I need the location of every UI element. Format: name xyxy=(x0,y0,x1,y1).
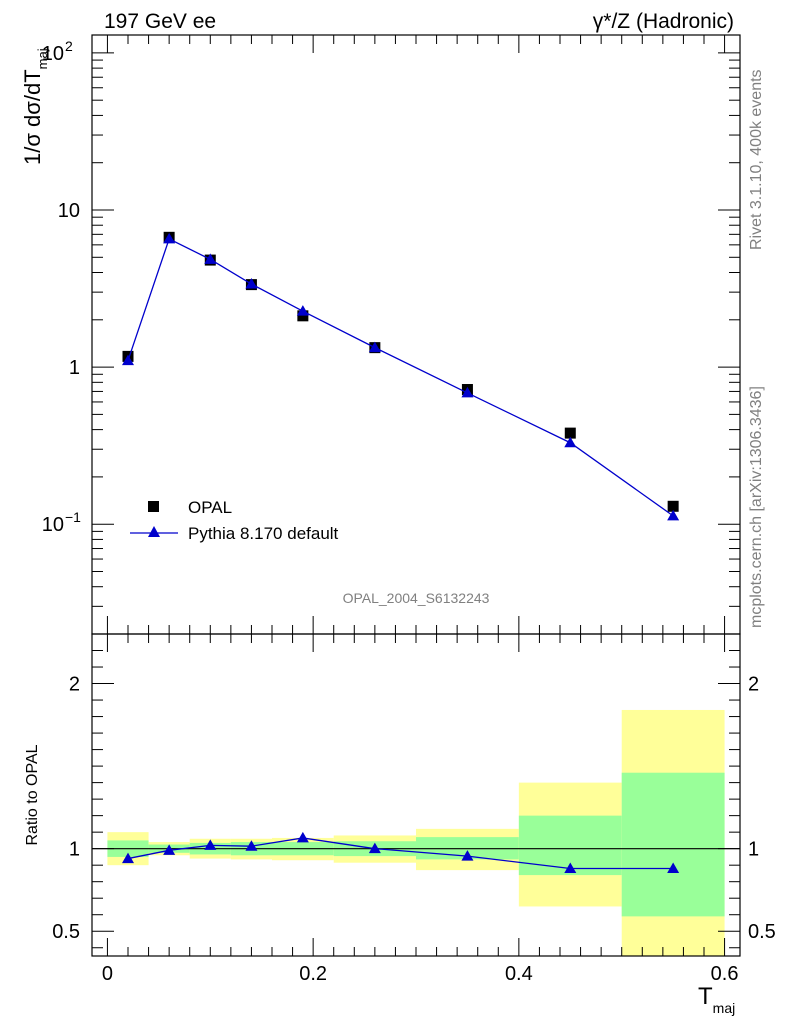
opal-data-point xyxy=(564,427,576,439)
ratio-y-tick-label: 0.5 xyxy=(52,921,80,943)
series-layer xyxy=(122,231,680,873)
x-axis-label-sub: maj xyxy=(713,1000,736,1016)
ratio-y-tick-label-right: 1 xyxy=(748,839,759,861)
bands-layer xyxy=(107,709,725,956)
ratio-pythia-point xyxy=(296,831,309,843)
rivet-version-label: Rivet 3.1.10, 400k events xyxy=(748,69,765,250)
ratio-y-tick-label-right: 0.5 xyxy=(748,921,776,943)
pythia-data-point xyxy=(245,278,258,289)
ratio-pythia-point xyxy=(163,844,176,855)
main-y-tick-exponent: −1 xyxy=(65,509,81,525)
main-y-tick-exponent: 2 xyxy=(65,38,73,54)
x-axis-label: Tmaj xyxy=(698,983,735,1016)
pythia-data-point xyxy=(667,509,680,521)
pythia-data-point xyxy=(204,253,217,264)
ratio-y-tick-label: 1 xyxy=(69,839,80,861)
opal-data-point xyxy=(297,310,309,322)
main-y-tick-label: 1 xyxy=(69,357,80,379)
x-axis-label-text: T xyxy=(698,983,713,1010)
header-right-label: γ*/Z (Hadronic) xyxy=(593,10,734,33)
x-tick-label: 0 xyxy=(102,963,113,985)
ratio-y-tick-label: 2 xyxy=(69,674,80,696)
pythia-data-point xyxy=(296,305,309,316)
ratio-y-tick-label-right: 2 xyxy=(748,674,759,696)
pythia-line xyxy=(127,237,674,517)
ratio-pythia-point xyxy=(368,842,381,854)
x-tick-label: 0.2 xyxy=(299,963,327,985)
main-y-tick-label: 10 xyxy=(42,514,64,536)
legend-opal-label: OPAL xyxy=(188,498,232,517)
ratio-pythia-point xyxy=(122,852,134,864)
pythia-data-point xyxy=(564,436,577,448)
analysis-watermark: OPAL_2004_S6132243 xyxy=(343,590,490,606)
main-y-axis-label-sub: maj xyxy=(35,48,50,69)
legend: OPAL Pythia 8.170 default xyxy=(130,498,339,543)
pythia-data-point xyxy=(461,386,474,398)
pythia-data-point xyxy=(368,341,381,353)
source-label: mcplots.cern.ch [arXiv:1306.3436] xyxy=(748,386,765,628)
ratio-band-inner xyxy=(621,772,725,917)
ratio-pythia-point xyxy=(245,840,258,851)
main-y-tick-label: 10 xyxy=(42,43,64,65)
legend-pythia-marker xyxy=(148,526,160,537)
legend-opal-marker xyxy=(148,501,159,512)
ratio-y-axis-label: Ratio to OPAL xyxy=(24,744,41,845)
main-plot-frame xyxy=(91,34,741,635)
ratio-pythia-point xyxy=(667,862,680,873)
main-y-axis-label-text: 1/σ dσ/dT xyxy=(20,69,45,165)
opal-data-point xyxy=(667,500,679,512)
x-tick-label: 0.6 xyxy=(711,963,739,985)
pythia-data-point xyxy=(122,354,134,366)
legend-pythia-label: Pythia 8.170 default xyxy=(188,524,339,543)
header-left-label: 197 GeV ee xyxy=(104,10,216,33)
ratio-pythia-point xyxy=(204,839,217,850)
x-tick-label: 0.4 xyxy=(505,963,533,985)
main-y-tick-label: 10 xyxy=(58,200,80,222)
ratio-pythia-point xyxy=(461,850,474,861)
pythia-data-point xyxy=(163,232,176,244)
ratio-pythia-point xyxy=(564,862,577,873)
main-y-axis-label: 1/σ dσ/dTmaj xyxy=(20,48,50,165)
